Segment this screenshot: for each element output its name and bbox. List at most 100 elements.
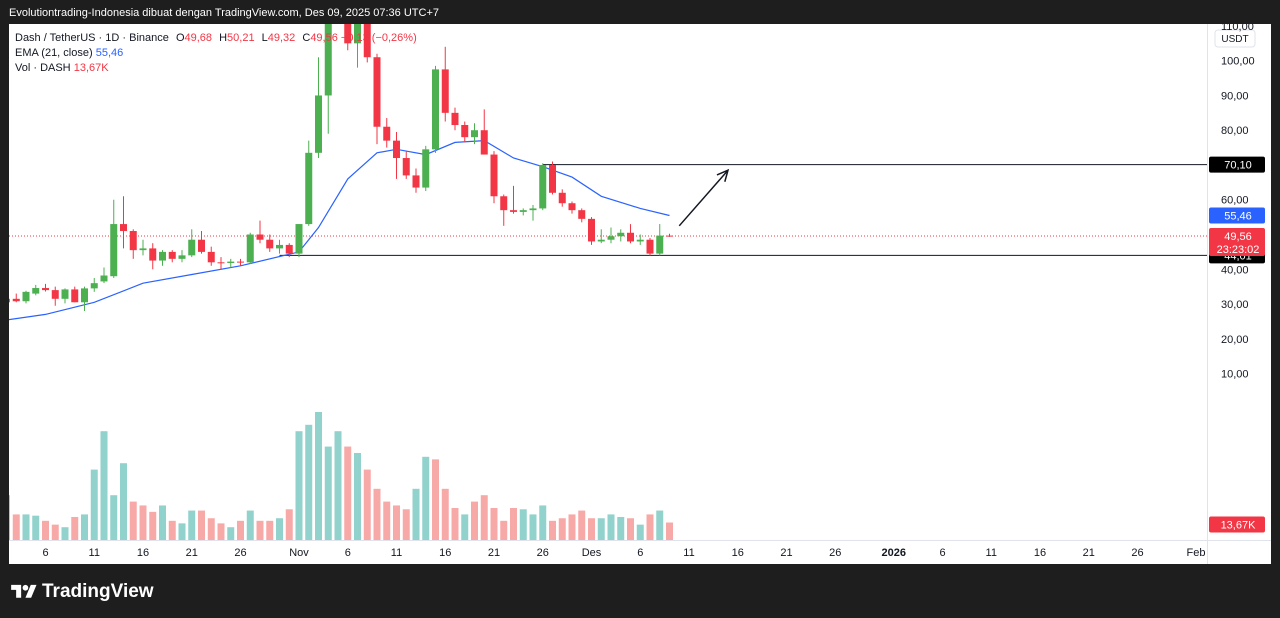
candle-body[interactable] (510, 210, 517, 212)
volume-bar (597, 518, 605, 540)
candle-body[interactable] (110, 224, 118, 277)
ema-line[interactable] (9, 139, 670, 322)
candle-body[interactable] (393, 140, 400, 159)
candle-body[interactable] (22, 291, 30, 302)
candle-body[interactable] (237, 261, 244, 263)
candle-body[interactable] (32, 288, 40, 294)
candle-body[interactable] (412, 175, 420, 188)
candle-body[interactable] (422, 149, 430, 188)
y-tick-label: 80,00 (1221, 125, 1249, 137)
candle-body[interactable] (207, 251, 215, 263)
price-chart[interactable]: USDT140,00130,00120,00110,00100,0090,008… (9, 24, 1271, 564)
candle-body[interactable] (617, 232, 625, 237)
candle-body[interactable] (363, 24, 371, 58)
candle-body[interactable] (402, 158, 410, 176)
volume-bar (32, 515, 40, 540)
candle-body[interactable] (178, 255, 186, 259)
candle-body[interactable] (539, 164, 547, 209)
candle-body[interactable] (344, 24, 352, 44)
candle-body[interactable] (159, 251, 166, 261)
candle-body[interactable] (588, 218, 595, 242)
candle-body[interactable] (597, 239, 605, 242)
candle-body[interactable] (627, 232, 634, 242)
candle-body[interactable] (558, 192, 566, 204)
candle-body[interactable] (568, 203, 576, 211)
candle-body[interactable] (461, 125, 469, 138)
x-tick-label: Nov (289, 547, 309, 559)
trend-arrow-head[interactable] (716, 168, 730, 182)
volume-bar (256, 520, 264, 540)
volume-bar (305, 424, 313, 540)
candle-body[interactable] (656, 235, 664, 254)
x-tick-label: 11 (89, 547, 100, 559)
legend-volume-row[interactable]: Vol · DASH 13,67K (15, 61, 417, 76)
candle-body[interactable] (646, 239, 654, 254)
candle-body[interactable] (500, 196, 508, 211)
volume-bar (402, 509, 410, 540)
candle-body[interactable] (519, 210, 527, 212)
candle-body[interactable] (71, 289, 79, 303)
candle-body[interactable] (266, 239, 274, 249)
candle-body[interactable] (305, 152, 313, 225)
chart-frame[interactable]: USDT140,00130,00120,00110,00100,0090,008… (9, 24, 1271, 564)
candle-body[interactable] (490, 154, 498, 197)
candle-body[interactable] (42, 288, 49, 291)
candle-body[interactable] (12, 298, 20, 302)
volume-bar (315, 412, 322, 540)
legend-ema-row[interactable]: EMA (21, close) 55,46 (15, 46, 417, 61)
candle-body[interactable] (217, 262, 225, 264)
y-tick-label: 10,00 (1221, 369, 1249, 381)
candle-body[interactable] (666, 235, 673, 237)
candle-body[interactable] (529, 208, 537, 211)
candle-body[interactable] (451, 112, 459, 126)
level-price-label: 70,10 (1224, 160, 1252, 172)
x-tick-label: 26 (537, 547, 549, 559)
volume-bar (588, 518, 595, 540)
candle-body[interactable] (549, 164, 556, 193)
candle-body[interactable] (120, 224, 127, 232)
candle-body[interactable] (51, 290, 59, 299)
volume-bar (276, 518, 283, 540)
candle-body[interactable] (129, 231, 137, 251)
candle-body[interactable] (256, 234, 264, 240)
candle-body[interactable] (432, 69, 439, 150)
candle-body[interactable] (636, 239, 644, 242)
candle-body[interactable] (354, 24, 361, 44)
price-axis-currency[interactable]: USDT (1221, 34, 1248, 45)
candle-body[interactable] (480, 130, 488, 155)
candle-body[interactable] (607, 236, 615, 240)
candle-body[interactable] (383, 126, 391, 141)
candle-body[interactable] (276, 244, 283, 249)
candle-body[interactable] (81, 288, 88, 303)
candle-body[interactable] (471, 130, 478, 138)
candle-body[interactable] (227, 261, 235, 264)
volume-bar (90, 469, 98, 540)
legend-close-label: C (302, 32, 311, 44)
candle-body[interactable] (324, 24, 332, 96)
x-tick-label: 2026 (882, 547, 906, 559)
candle-body[interactable] (285, 244, 293, 254)
legend-low-value: 49,32 (267, 32, 296, 44)
candle-body[interactable] (441, 69, 449, 113)
chart-legend: Dash / TetherUS · 1D · Binance O49,68 H5… (15, 31, 417, 76)
candle-body[interactable] (373, 57, 381, 127)
candle-body[interactable] (246, 234, 254, 263)
candle-body[interactable] (149, 248, 157, 261)
candle-body[interactable] (139, 248, 147, 251)
legend-symbol[interactable]: Dash / TetherUS · 1D · Binance (15, 32, 169, 44)
candle-body[interactable] (100, 275, 108, 282)
candle-body[interactable] (9, 298, 10, 303)
volume-bar (500, 520, 508, 540)
trend-arrow-shaft[interactable] (678, 169, 729, 227)
legend-high-value: 50,21 (227, 32, 255, 44)
candle-body[interactable] (188, 239, 196, 256)
candle-body[interactable] (198, 239, 205, 252)
candle-body[interactable] (168, 251, 176, 259)
volume-bar (558, 518, 566, 540)
x-tick-label: 26 (234, 547, 246, 559)
candle-body[interactable] (61, 289, 69, 299)
candle-body[interactable] (90, 283, 98, 289)
candle-body[interactable] (295, 224, 303, 254)
candle-body[interactable] (578, 210, 586, 219)
candle-body[interactable] (315, 95, 322, 153)
